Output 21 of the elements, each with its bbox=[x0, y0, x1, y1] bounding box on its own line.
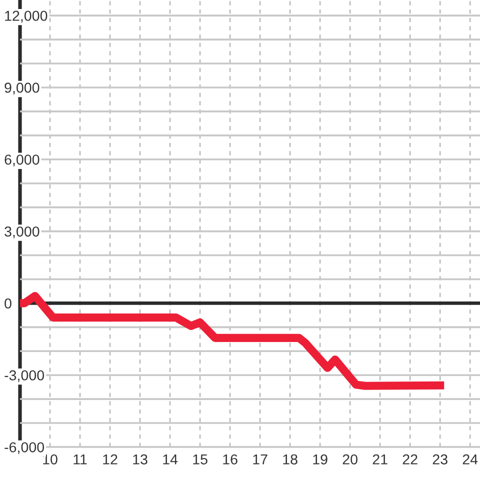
x-tick-label: 24 bbox=[462, 454, 478, 464]
x-tick-label: 17 bbox=[253, 454, 268, 464]
x-tick-label: 16 bbox=[223, 454, 238, 464]
x-tick-label: 21 bbox=[372, 454, 388, 464]
x-tick-label: 11 bbox=[74, 454, 87, 464]
y-tick-label: 9,000 bbox=[4, 82, 40, 94]
x-tick-label: 22 bbox=[402, 454, 418, 464]
x-tick-label: 20 bbox=[342, 454, 358, 464]
y-tick-label: 6,000 bbox=[4, 154, 40, 166]
x-tick-label: 19 bbox=[313, 454, 328, 464]
y-tick-label: -3,000 bbox=[4, 370, 44, 382]
x-tick-label: 18 bbox=[283, 454, 298, 464]
x-tick-label: 13 bbox=[133, 454, 148, 464]
x-tick-label: 14 bbox=[163, 454, 178, 464]
x-tick-label: 15 bbox=[193, 454, 208, 464]
x-tick-label: 12 bbox=[103, 454, 118, 464]
y-tick-label: -6,000 bbox=[4, 442, 44, 454]
x-tick-label: 23 bbox=[432, 454, 448, 464]
y-tick-label: 0 bbox=[4, 298, 12, 309]
y-tick-label: 12,000 bbox=[5, 10, 48, 23]
y-tick-label: 3,000 bbox=[4, 226, 40, 238]
